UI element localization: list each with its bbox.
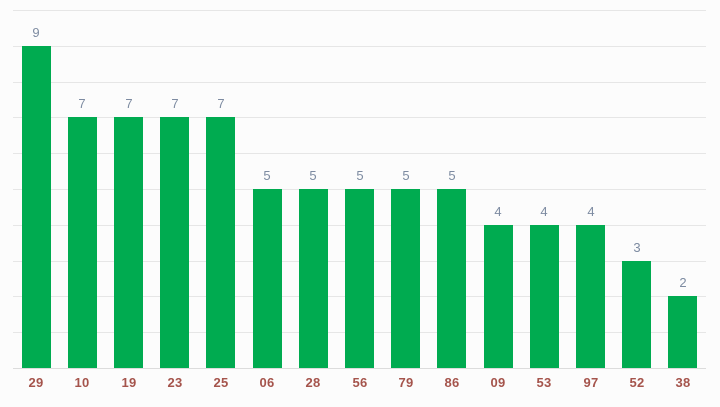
bar-value-label: 4 bbox=[494, 204, 502, 219]
bar-value-label: 5 bbox=[309, 168, 317, 183]
bar-value-label: 3 bbox=[633, 240, 641, 255]
x-axis-label: 19 bbox=[121, 375, 137, 390]
bar-value-label: 4 bbox=[587, 204, 595, 219]
gridline bbox=[13, 82, 706, 83]
bar[interactable] bbox=[206, 117, 235, 368]
bar[interactable] bbox=[114, 117, 143, 368]
x-axis-label: 29 bbox=[28, 375, 44, 390]
bar[interactable] bbox=[22, 46, 51, 368]
bar[interactable] bbox=[299, 189, 328, 368]
bar[interactable] bbox=[576, 225, 605, 368]
x-axis-label: 10 bbox=[74, 375, 90, 390]
bar-value-label: 5 bbox=[263, 168, 271, 183]
x-axis-label: 52 bbox=[629, 375, 645, 390]
gridline bbox=[13, 10, 706, 11]
bar[interactable] bbox=[668, 296, 697, 368]
bar-value-label: 5 bbox=[448, 168, 456, 183]
x-axis-label: 23 bbox=[167, 375, 183, 390]
x-axis-label: 28 bbox=[305, 375, 321, 390]
bar[interactable] bbox=[391, 189, 420, 368]
bar-value-label: 7 bbox=[125, 96, 133, 111]
bar[interactable] bbox=[484, 225, 513, 368]
bar-value-label: 5 bbox=[402, 168, 410, 183]
bar-value-label: 5 bbox=[356, 168, 364, 183]
bar[interactable] bbox=[437, 189, 466, 368]
bar[interactable] bbox=[530, 225, 559, 368]
x-axis-label: 09 bbox=[490, 375, 506, 390]
bar[interactable] bbox=[253, 189, 282, 368]
x-axis-label: 79 bbox=[398, 375, 414, 390]
bar-value-label: 7 bbox=[217, 96, 225, 111]
x-axis-label: 06 bbox=[259, 375, 275, 390]
x-axis-baseline bbox=[13, 368, 706, 369]
bar-value-label: 2 bbox=[679, 275, 687, 290]
gridline bbox=[13, 46, 706, 47]
bar[interactable] bbox=[68, 117, 97, 368]
gridline bbox=[13, 117, 706, 118]
x-axis-label: 56 bbox=[352, 375, 368, 390]
x-axis-label: 53 bbox=[536, 375, 552, 390]
x-axis-label: 38 bbox=[675, 375, 691, 390]
bar[interactable] bbox=[345, 189, 374, 368]
x-axis-label: 25 bbox=[213, 375, 229, 390]
x-axis-label: 97 bbox=[583, 375, 599, 390]
x-axis-label: 86 bbox=[444, 375, 460, 390]
bar-value-label: 9 bbox=[32, 25, 40, 40]
bar-value-label: 4 bbox=[540, 204, 548, 219]
bar-value-label: 7 bbox=[171, 96, 179, 111]
bar-value-label: 7 bbox=[78, 96, 86, 111]
bar[interactable] bbox=[622, 261, 651, 368]
bar[interactable] bbox=[160, 117, 189, 368]
gridline bbox=[13, 153, 706, 154]
